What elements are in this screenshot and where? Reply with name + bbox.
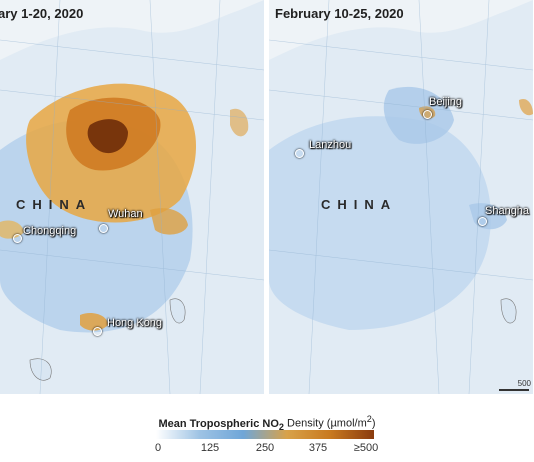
city-label-hong-kong: Hong Kong bbox=[107, 317, 163, 329]
country-label: CHINA bbox=[16, 197, 93, 212]
country-label: CHINA bbox=[321, 197, 398, 212]
city-marker-icon bbox=[478, 217, 487, 226]
city-label-lanzhou: Lanzhou bbox=[309, 139, 352, 151]
legend-title-end: ) bbox=[371, 417, 376, 430]
no2-map-before bbox=[0, 0, 264, 394]
legend-title-main: Mean Tropospheric NO bbox=[158, 417, 279, 430]
city-label-shanghai: Shangha bbox=[485, 205, 530, 217]
legend-tick: 125 bbox=[200, 442, 220, 454]
legend-tick: 0 bbox=[154, 442, 162, 454]
legend-tick: 250 bbox=[255, 442, 275, 454]
city-marker-icon bbox=[295, 149, 304, 158]
city-label-chongqing: Chongqing bbox=[23, 225, 77, 237]
no2-map-after bbox=[269, 0, 533, 394]
legend-title-sub: 2 bbox=[278, 421, 284, 432]
scale-bar bbox=[499, 389, 529, 391]
city-marker-icon bbox=[93, 327, 102, 336]
city-label-beijing: Beijing bbox=[429, 96, 463, 108]
legend-tick: 375 bbox=[308, 442, 328, 454]
legend-tick: ≥500 bbox=[353, 442, 379, 454]
legend-title: Mean Tropospheric NO2 Density (µmol/m2) bbox=[0, 414, 534, 432]
panel-title: ary 1-20, 2020 bbox=[0, 6, 84, 21]
city-marker-icon bbox=[423, 110, 432, 119]
city-marker-icon bbox=[99, 224, 108, 233]
legend-title-rest: Density (µmol/m bbox=[284, 417, 367, 430]
map-panel-after: February 10-25, 2020 CHINA Beijing Lanzh… bbox=[269, 0, 533, 394]
legend-color-bar bbox=[156, 430, 374, 439]
color-legend: Mean Tropospheric NO2 Density (µmol/m2) … bbox=[0, 398, 534, 462]
legend-title-sup: 2 bbox=[366, 414, 372, 424]
city-marker-icon bbox=[13, 234, 22, 243]
city-label-wuhan: Wuhan bbox=[108, 208, 143, 220]
map-panel-before: ary 1-20, 2020 CHINA Chongqing Wuhan Hon… bbox=[0, 0, 264, 394]
panel-title: February 10-25, 2020 bbox=[275, 6, 404, 21]
scale-label: 500 bbox=[517, 379, 531, 388]
